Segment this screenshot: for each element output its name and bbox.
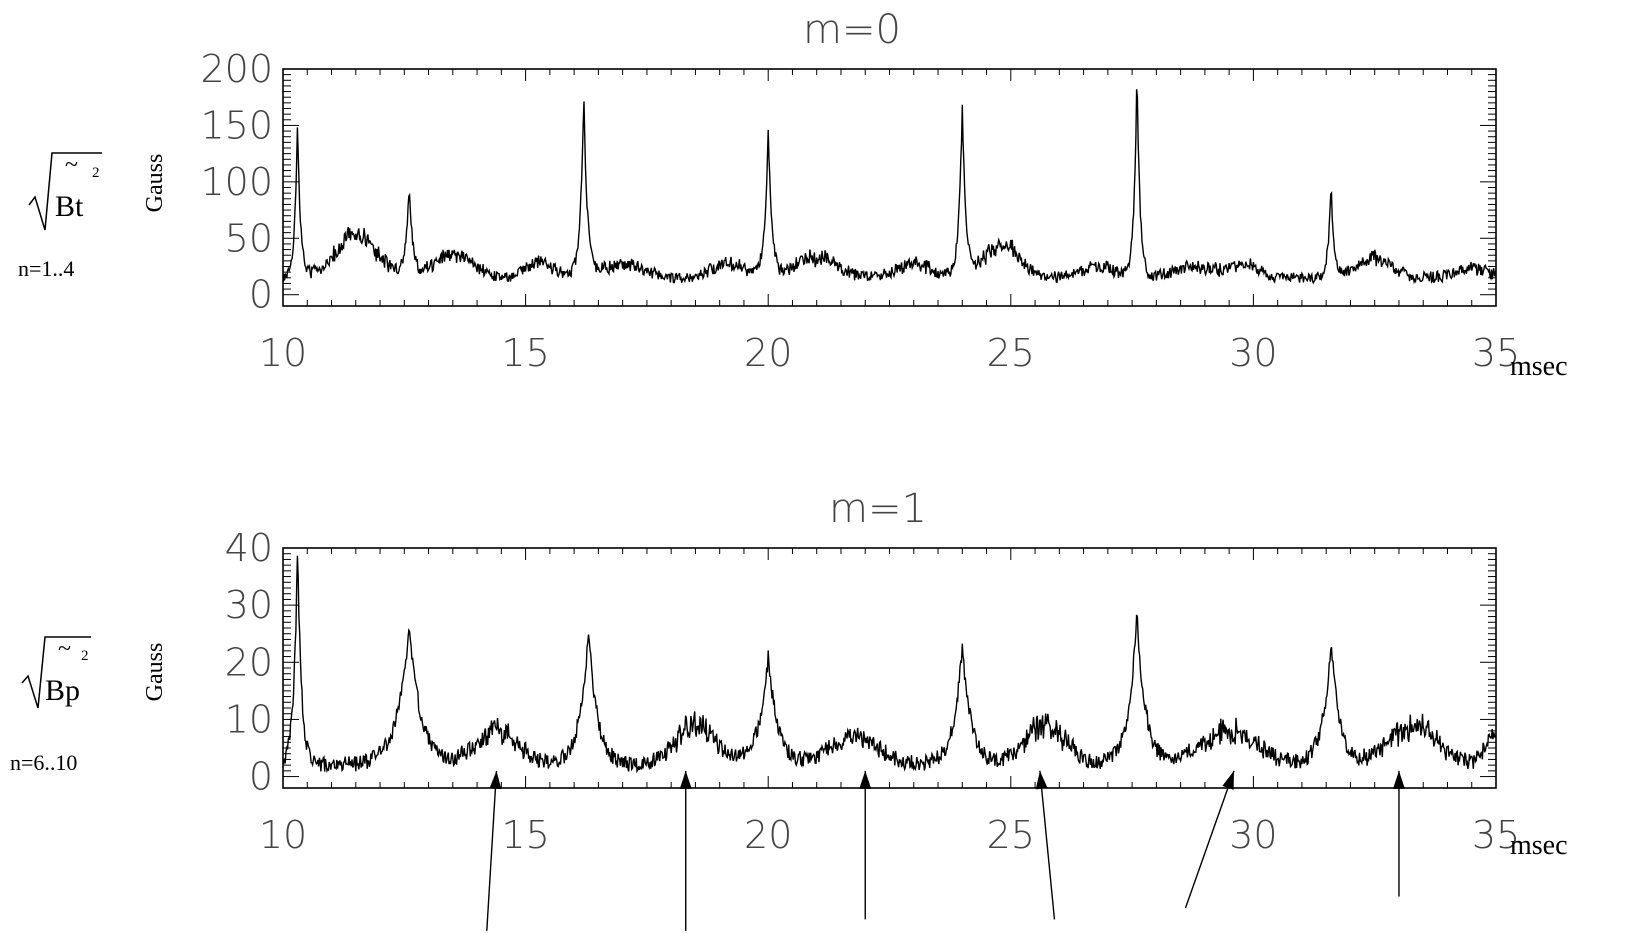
x-tick-label: 25: [987, 331, 1035, 375]
y-tick-label: 20: [225, 640, 273, 684]
sqrt-sign-icon: [21, 636, 91, 709]
x-axis-label-m1: msec: [1510, 830, 1568, 861]
series-line-m1: [282, 555, 1497, 774]
y-axis-label-m0: Gauss: [142, 154, 168, 213]
mode-range-label: n=6..10: [10, 750, 77, 775]
y-tick-labels-m0: 0 50 100 150 200: [200, 47, 273, 317]
x-tick-label: 20: [744, 331, 792, 375]
x-tick-labels-m0: 10 15 20 25 30 35: [259, 331, 1520, 375]
x-tick-labels-m1: 10 15 20 25 30 35: [259, 813, 1520, 857]
x-tick-label: 35: [1472, 331, 1520, 375]
x-tick-label: 15: [501, 813, 549, 857]
y-tick-label: 10: [225, 697, 273, 741]
x-axis-label-m0: msec: [1510, 351, 1568, 382]
y-tick-label: 40: [225, 526, 273, 570]
y-tick-label: 100: [200, 160, 273, 204]
quantity-exponent: 2: [92, 165, 100, 181]
panel-m1: m=1 10 15 20 25 30 35 0 10 20 30 40 msec Gauss ~ …: [10, 486, 1568, 931]
quantity-exponent: 2: [81, 648, 89, 664]
quantity-label-m0: ~ Bt 2 n=1..4: [18, 152, 102, 281]
quantity-label-m1: ~ Bp 2 n=6..10: [10, 636, 91, 775]
panel-title-m0: m=0: [803, 7, 901, 53]
x-tick-label: 30: [1229, 813, 1277, 857]
x-tick-label: 35: [1472, 813, 1520, 857]
x-tick-label: 20: [744, 813, 792, 857]
y-tick-label: 30: [225, 583, 273, 627]
quantity-symbol: Bp: [45, 674, 80, 707]
y-tick-label: 0: [249, 755, 273, 799]
x-tick-label: 30: [1229, 331, 1277, 375]
tick-marks-m1: [282, 547, 1497, 788]
annotation-arrow-1: [486, 770, 502, 931]
annotation-arrow-4: [1035, 770, 1056, 920]
tilde-mark: ~: [65, 152, 78, 178]
tick-marks-m0: [282, 68, 1497, 306]
annotation-arrow-3: [859, 770, 872, 920]
x-tick-label: 10: [259, 331, 307, 375]
annotation-arrow-6: [1392, 770, 1405, 897]
y-tick-label: 50: [225, 216, 273, 260]
plot-frame-m0: [282, 68, 1497, 307]
y-tick-label: 150: [200, 103, 273, 147]
y-axis-label-m1: Gauss: [142, 643, 168, 702]
tilde-mark: ~: [58, 636, 71, 662]
x-tick-label: 15: [501, 331, 549, 375]
series-line-m0: [282, 89, 1497, 285]
y-tick-labels-m1: 0 10 20 30 40: [225, 526, 273, 799]
panel-m0: m=0 10 15 20 25 30 35 0 50 100 150 200 msec Gauss…: [18, 7, 1568, 382]
y-tick-label: 200: [200, 47, 273, 91]
y-tick-label: 0: [249, 273, 273, 317]
sqrt-sign-icon: [28, 152, 102, 231]
annotation-arrows: [486, 770, 1405, 931]
quantity-symbol: Bt: [55, 190, 84, 223]
mode-range-label: n=1..4: [18, 256, 74, 281]
panel-title-m1: m=1: [829, 486, 927, 532]
annotation-arrow-5: [1184, 770, 1235, 909]
annotation-arrow-2: [679, 770, 692, 931]
x-tick-label: 10: [259, 813, 307, 857]
x-tick-label: 25: [987, 813, 1035, 857]
